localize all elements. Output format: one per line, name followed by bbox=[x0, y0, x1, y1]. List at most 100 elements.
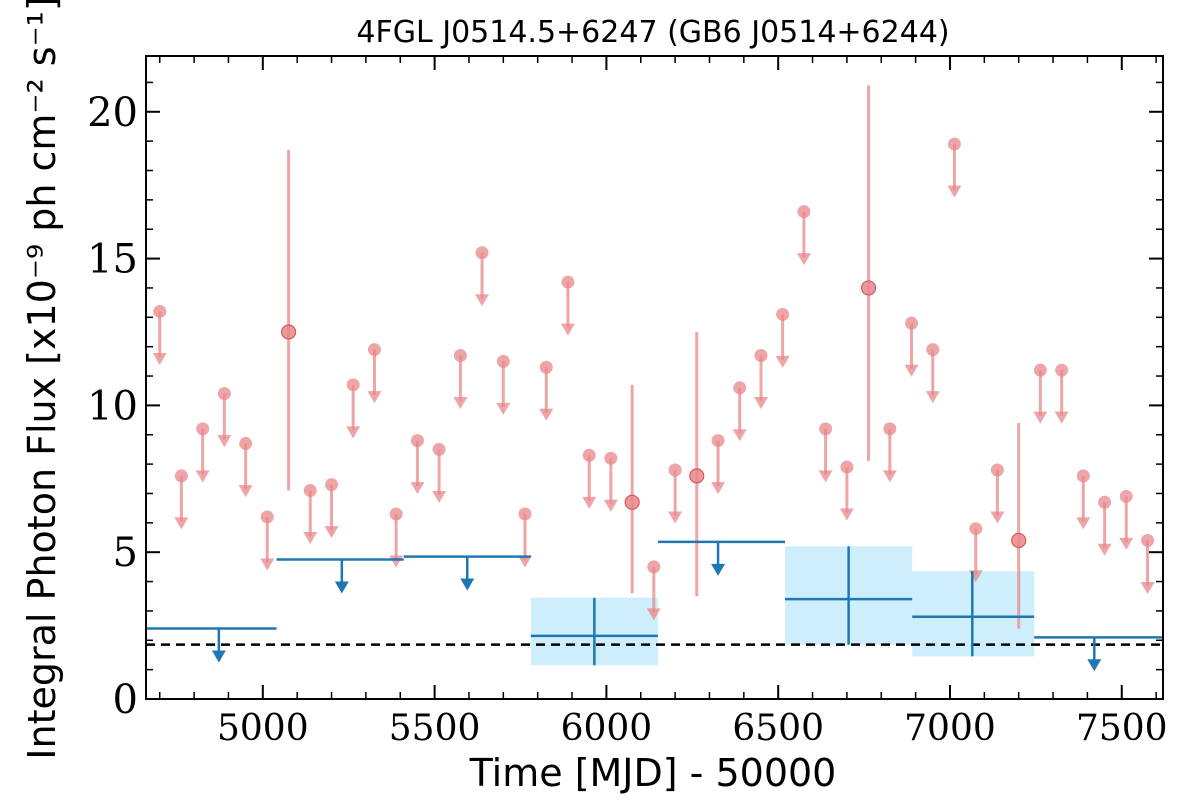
upper-limit-arrow bbox=[818, 470, 833, 483]
detection-point bbox=[1011, 532, 1027, 549]
upper-limit-point bbox=[776, 307, 790, 321]
upper-limit-point bbox=[969, 522, 983, 536]
upper-limit-point bbox=[1033, 363, 1047, 377]
upper-limit-arrow bbox=[367, 391, 382, 404]
upper-limit-point bbox=[647, 560, 661, 574]
x-tick-label: 6500 bbox=[732, 708, 824, 749]
upper-limit-arrow bbox=[839, 508, 854, 521]
upper-limit-arrow bbox=[475, 294, 490, 307]
upper-limit-point bbox=[174, 469, 188, 483]
upper-limit-point bbox=[303, 484, 317, 498]
upper-limit-arrow bbox=[796, 253, 811, 266]
upper-limit-arrow bbox=[152, 352, 167, 365]
long-bin-limit-arrow bbox=[460, 578, 475, 591]
upper-limit-arrow bbox=[217, 435, 232, 448]
data-layer bbox=[146, 85, 1163, 672]
upper-limit-point bbox=[239, 437, 253, 451]
upper-limit-arrow bbox=[432, 490, 447, 503]
upper-limit-arrow bbox=[732, 429, 747, 442]
upper-limit-point bbox=[1119, 489, 1133, 503]
x-tick-label: 5500 bbox=[389, 708, 481, 749]
upper-limit-arrow bbox=[646, 608, 661, 621]
upper-limit-point bbox=[432, 442, 446, 456]
upper-limit-arrow bbox=[238, 485, 253, 498]
upper-limit-arrow bbox=[1140, 581, 1155, 594]
upper-limit-arrow bbox=[496, 402, 511, 415]
long-bin-limit-arrow bbox=[211, 650, 226, 663]
plot-frame bbox=[145, 55, 1164, 700]
upper-limit-point bbox=[367, 343, 381, 357]
axis-ticks: 5000 5500 6000 6500 7000 7500 0 5 10 15 20 bbox=[87, 56, 1168, 749]
upper-limit-arrow bbox=[582, 496, 597, 509]
upper-limit-point bbox=[711, 434, 725, 448]
upper-limit-arrow bbox=[882, 470, 897, 483]
y-tick-label: 15 bbox=[87, 237, 138, 283]
upper-limit-arrow bbox=[990, 511, 1005, 524]
upper-limit-arrow bbox=[925, 391, 940, 404]
upper-limit-point bbox=[604, 451, 618, 465]
upper-limit-point bbox=[217, 387, 231, 401]
upper-limit-point bbox=[1141, 533, 1155, 547]
upper-limit-arrow bbox=[1119, 537, 1134, 550]
detection-point bbox=[860, 280, 877, 296]
long-bin-limit-arrow bbox=[334, 581, 349, 594]
upper-limit-point bbox=[733, 381, 747, 395]
upper-limit-arrow bbox=[303, 532, 318, 545]
upper-limit-point bbox=[539, 360, 553, 374]
upper-limit-arrow bbox=[603, 499, 618, 512]
upper-limit-point bbox=[754, 348, 768, 362]
upper-limit-point bbox=[1076, 469, 1090, 483]
upper-limit-arrow bbox=[775, 355, 790, 368]
y-tick-label: 20 bbox=[87, 90, 138, 136]
upper-limit-point bbox=[561, 275, 575, 289]
upper-limit-point bbox=[797, 205, 811, 219]
x-tick-label: 7000 bbox=[904, 708, 996, 749]
upper-limit-point bbox=[840, 460, 854, 474]
upper-limit-arrow bbox=[560, 323, 575, 336]
upper-limit-point bbox=[153, 304, 167, 318]
upper-limit-arrow bbox=[539, 408, 554, 421]
x-tick-label: 5000 bbox=[217, 708, 309, 749]
upper-limit-point bbox=[1055, 363, 1069, 377]
upper-limit-arrow bbox=[324, 526, 339, 539]
chart-title: 4FGL J0514.5+6247 (GB6 J0514+6244) bbox=[356, 15, 949, 50]
x-axis-label: Time [MJD] - 50000 bbox=[469, 751, 837, 795]
upper-limit-arrow bbox=[346, 426, 361, 439]
detection-point bbox=[280, 324, 297, 340]
upper-limit-point bbox=[325, 478, 339, 492]
upper-limit-point bbox=[260, 510, 274, 524]
upper-limit-point bbox=[475, 246, 489, 260]
upper-limit-point bbox=[582, 448, 596, 462]
y-tick-label: 10 bbox=[87, 383, 138, 429]
upper-limit-point bbox=[926, 343, 940, 357]
upper-limit-arrow bbox=[904, 364, 919, 377]
upper-limit-point bbox=[883, 422, 897, 436]
upper-limit-arrow bbox=[174, 517, 189, 530]
long-bin-limit-arrow bbox=[711, 563, 726, 576]
upper-limit-point bbox=[196, 422, 210, 436]
upper-limit-arrow bbox=[1097, 543, 1112, 556]
upper-limit-point bbox=[453, 348, 467, 362]
upper-limit-point bbox=[990, 463, 1004, 477]
upper-limit-point bbox=[1162, 497, 1163, 502]
upper-limit-arrow bbox=[410, 482, 425, 495]
plot-area: 5000 5500 6000 6500 7000 7500 0 5 10 15 20 bbox=[87, 56, 1168, 749]
upper-limit-point bbox=[389, 507, 403, 521]
upper-limit-arrow bbox=[517, 555, 532, 568]
upper-limit-arrow bbox=[1162, 540, 1163, 543]
y-tick-label: 0 bbox=[113, 677, 138, 723]
detection-point bbox=[624, 494, 640, 510]
upper-limit-point bbox=[947, 137, 961, 151]
upper-limit-point bbox=[518, 507, 532, 521]
y-tick-label: 5 bbox=[113, 530, 138, 576]
upper-limit-point bbox=[819, 422, 833, 436]
upper-limit-point bbox=[496, 354, 510, 368]
upper-limit-point bbox=[904, 316, 918, 330]
upper-limit-arrow bbox=[947, 185, 962, 198]
y-axis-label: Integral Photon Flux [x10⁻⁹ ph cm⁻² s⁻¹] bbox=[20, 0, 64, 760]
upper-limit-arrow bbox=[1076, 517, 1091, 530]
upper-limit-point bbox=[668, 463, 682, 477]
upper-limit-arrow bbox=[389, 555, 404, 568]
upper-limit-arrow bbox=[711, 482, 726, 495]
